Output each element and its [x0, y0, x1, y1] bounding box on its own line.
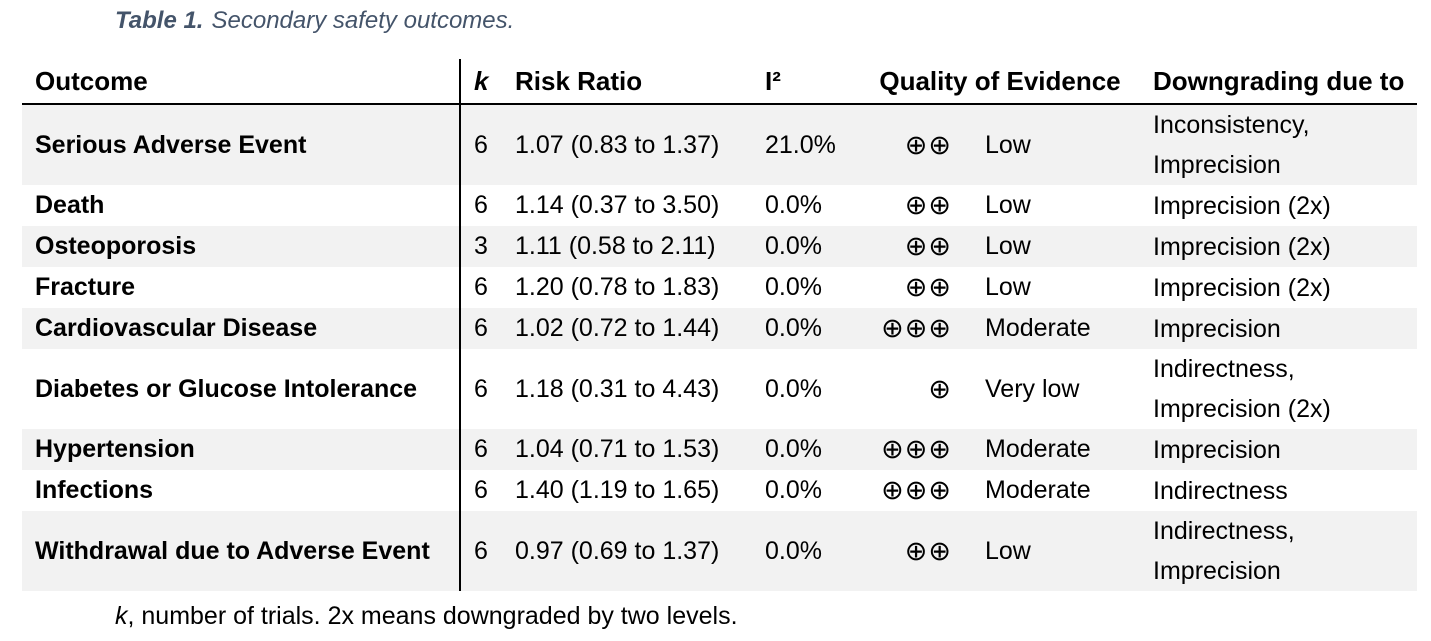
cell-i2: 0.0%	[755, 429, 860, 470]
downgrading-line: Imprecision	[1153, 557, 1281, 585]
cell-risk-ratio: 1.18 (0.31 to 4.43)	[515, 374, 720, 403]
footnote-text: , number of trials. 2x means downgraded …	[127, 602, 738, 630]
cell-evidence-label: Low	[985, 273, 1031, 301]
table-row: Osteoporosis 3 1.11 (0.58 to 2.11) 0.0% …	[22, 226, 1418, 267]
circled-plus-icons: ⊕⊕⊕	[881, 434, 952, 465]
cell-outcome: Fracture	[35, 273, 136, 301]
cell-risk-ratio: 1.02 (0.72 to 1.44)	[505, 308, 755, 349]
cell-evidence-label: Low	[960, 104, 1141, 185]
downgrading-line: Indirectness	[1153, 476, 1288, 505]
cell-i2: 0.0%	[765, 191, 822, 219]
header-row: Outcome k Risk Ratio I² Quality of Evide…	[22, 59, 1418, 105]
cell-k: 6	[459, 429, 505, 470]
cell-k: 6	[459, 349, 505, 429]
table-row: Infections 6 1.40 (1.19 to 1.65) 0.0% ⊕⊕…	[22, 470, 1417, 511]
cell-evidence-label: Low	[960, 511, 1141, 591]
cell-evidence-label: Moderate	[960, 308, 1141, 349]
table-row: Fracture 6 1.20 (0.78 to 1.83) 0.0% ⊕⊕ L…	[22, 267, 1417, 308]
cell-downgrading: Imprecision (2x)	[1140, 226, 1418, 267]
cell-outcome: Withdrawal due to Adverse Event	[22, 511, 460, 591]
downgrading-line: Imprecision (2x)	[1153, 395, 1331, 423]
cell-risk-ratio: 1.07 (0.83 to 1.37)	[505, 104, 755, 185]
table-caption: Table 1. Secondary safety outcomes.	[115, 7, 514, 35]
cell-outcome: Cardiovascular Disease	[22, 308, 460, 349]
cell-i2: 0.0%	[755, 308, 860, 349]
circled-plus-icons: ⊕⊕⊕	[881, 313, 952, 344]
cell-k: 3	[459, 226, 505, 267]
cell-outcome: Infections	[35, 476, 154, 504]
circled-plus-icons: ⊕⊕	[904, 129, 952, 161]
cell-evidence-label: Low	[960, 226, 1141, 267]
downgrading-line: Indirectness,	[1153, 355, 1295, 383]
downgrading-line: Inconsistency,	[1153, 111, 1310, 139]
table-row: Withdrawal due to Adverse Event 6 0.97 (…	[22, 511, 1418, 591]
cell-risk-ratio: 1.14 (0.37 to 3.50)	[515, 191, 720, 219]
col-header-i2: I²	[755, 59, 860, 105]
col-header-downgrading: Downgrading due to	[1140, 59, 1418, 105]
circled-plus-icons: ⊕⊕⊕	[881, 475, 952, 506]
cell-evidence-label: Very low	[985, 374, 1080, 403]
downgrading-line: Imprecision	[1153, 314, 1281, 343]
cell-i2: 0.0%	[755, 511, 860, 591]
cell-k: 6	[459, 470, 505, 511]
cell-k: 6	[459, 104, 505, 185]
cell-i2: 0.0%	[755, 226, 860, 267]
table-row: Diabetes or Glucose Intolerance 6 1.18 (…	[22, 349, 1417, 429]
cell-i2: 0.0%	[765, 476, 822, 504]
cell-k: 6	[459, 267, 505, 308]
cell-outcome: Hypertension	[22, 429, 460, 470]
table-caption-text: Secondary safety outcomes.	[211, 7, 515, 34]
circled-plus-icons: ⊕	[928, 373, 952, 405]
outcomes-table: Outcome k Risk Ratio I² Quality of Evide…	[22, 59, 1418, 591]
downgrading-line: Imprecision	[1153, 435, 1281, 464]
cell-downgrading: Indirectness	[1140, 470, 1417, 511]
col-header-risk-ratio: Risk Ratio	[505, 59, 755, 105]
cell-risk-ratio: 1.04 (0.71 to 1.53)	[505, 429, 755, 470]
cell-downgrading: Inconsistency, Imprecision	[1140, 104, 1418, 185]
table-row: Serious Adverse Event 6 1.07 (0.83 to 1.…	[22, 104, 1418, 185]
circled-plus-icons: ⊕⊕	[904, 231, 952, 262]
circled-plus-icons: ⊕⊕	[904, 535, 952, 567]
cell-downgrading: Imprecision	[1140, 308, 1418, 349]
cell-risk-ratio: 0.97 (0.69 to 1.37)	[505, 511, 755, 591]
cell-risk-ratio: 1.40 (1.19 to 1.65)	[515, 476, 720, 504]
cell-outcome: Death	[35, 191, 105, 219]
cell-i2: 0.0%	[765, 273, 822, 301]
footnote-k-symbol: k	[115, 602, 128, 630]
table-row: Cardiovascular Disease 6 1.02 (0.72 to 1…	[22, 308, 1418, 349]
downgrading-line: Imprecision	[1153, 151, 1281, 179]
cell-evidence-label: Low	[985, 191, 1031, 219]
cell-evidence-label: Moderate	[960, 429, 1141, 470]
circled-plus-icons: ⊕⊕	[904, 272, 952, 303]
circled-plus-icons: ⊕⊕	[904, 190, 952, 221]
table-row: Hypertension 6 1.04 (0.71 to 1.53) 0.0% …	[22, 429, 1418, 470]
cell-downgrading: Indirectness, Imprecision	[1140, 511, 1418, 591]
cell-downgrading: Indirectness, Imprecision (2x)	[1140, 349, 1417, 429]
cell-k: 6	[459, 185, 505, 226]
cell-outcome: Serious Adverse Event	[22, 104, 460, 185]
cell-evidence-label: Moderate	[985, 476, 1091, 504]
downgrading-line: Imprecision (2x)	[1153, 232, 1331, 261]
downgrading-line: Imprecision (2x)	[1153, 273, 1331, 302]
cell-outcome: Diabetes or Glucose Intolerance	[35, 374, 418, 403]
table-footnote: k, number of trials. 2x means downgraded…	[115, 602, 738, 631]
col-header-outcome: Outcome	[22, 59, 460, 105]
cell-k: 6	[459, 511, 505, 591]
downgrading-line: Imprecision (2x)	[1153, 191, 1331, 220]
cell-i2: 21.0%	[755, 104, 860, 185]
col-header-quality: Quality of Evidence	[860, 59, 1141, 105]
cell-i2: 0.0%	[765, 374, 822, 403]
col-header-k: k	[459, 59, 505, 105]
cell-k: 6	[459, 308, 505, 349]
downgrading-line: Indirectness,	[1153, 517, 1295, 545]
cell-downgrading: Imprecision (2x)	[1140, 267, 1417, 308]
table-row: Death 6 1.14 (0.37 to 3.50) 0.0% ⊕⊕ Low …	[22, 185, 1417, 226]
cell-downgrading: Imprecision (2x)	[1140, 185, 1417, 226]
cell-downgrading: Imprecision	[1140, 429, 1418, 470]
cell-risk-ratio: 1.11 (0.58 to 2.11)	[505, 226, 755, 267]
cell-risk-ratio: 1.20 (0.78 to 1.83)	[515, 273, 720, 301]
cell-outcome: Osteoporosis	[22, 226, 460, 267]
table-caption-label: Table 1.	[115, 7, 204, 34]
